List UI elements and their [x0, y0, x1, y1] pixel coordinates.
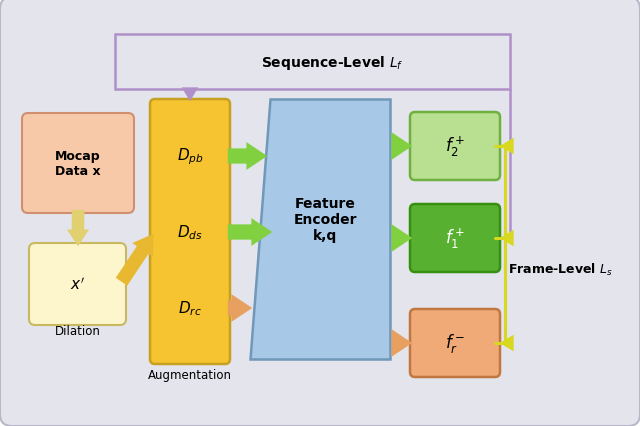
Text: Dilation: Dilation	[54, 325, 100, 338]
Text: $D_{pb}$: $D_{pb}$	[177, 147, 204, 167]
Text: $f_1^+$: $f_1^+$	[445, 226, 465, 250]
Text: $D_{rc}$: $D_{rc}$	[178, 299, 202, 318]
FancyBboxPatch shape	[29, 243, 126, 325]
FancyBboxPatch shape	[410, 204, 500, 272]
FancyBboxPatch shape	[150, 100, 230, 364]
Text: $f_2^+$: $f_2^+$	[445, 135, 465, 159]
Text: Feature
Encoder
k,q: Feature Encoder k,q	[293, 196, 356, 243]
Text: $x'$: $x'$	[70, 276, 85, 293]
Text: Frame-Level $L_s$: Frame-Level $L_s$	[508, 261, 612, 277]
Text: Sequence-Level $L_f$: Sequence-Level $L_f$	[261, 53, 404, 71]
Text: Mocap
Data x: Mocap Data x	[55, 150, 101, 178]
FancyBboxPatch shape	[22, 114, 134, 213]
Polygon shape	[250, 100, 390, 359]
FancyBboxPatch shape	[410, 113, 500, 181]
Text: $D_{ds}$: $D_{ds}$	[177, 223, 203, 242]
FancyBboxPatch shape	[410, 309, 500, 377]
Text: $f_r^-$: $f_r^-$	[445, 332, 465, 355]
Text: Augmentation: Augmentation	[148, 368, 232, 382]
